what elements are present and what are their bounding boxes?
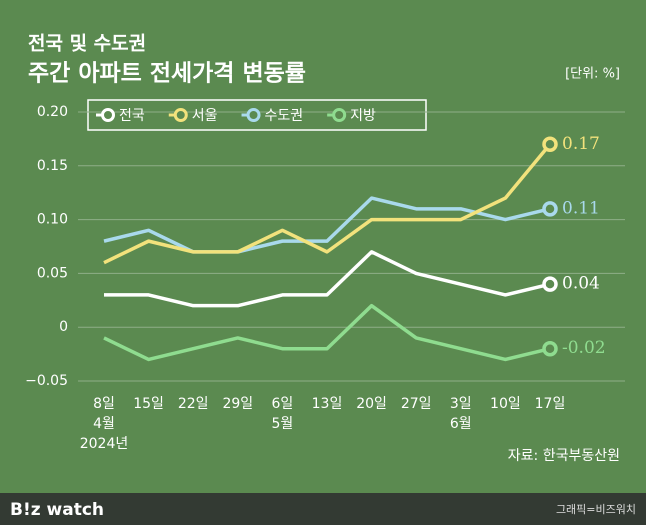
legend-marker <box>173 108 188 122</box>
y-tick-label: 0 <box>59 319 68 335</box>
y-tick-label: 0.20 <box>37 104 68 120</box>
x-tick-label: 15일 <box>133 396 164 412</box>
x-tick-label: 20일 <box>356 396 387 412</box>
x-tick-label: 5월 <box>272 416 294 432</box>
source: 자료: 한국부동산원 <box>508 448 620 464</box>
y-tick-label: 0.10 <box>37 212 68 228</box>
legend-label: 수도권 <box>265 108 304 124</box>
value-label: 0.17 <box>562 134 600 154</box>
x-tick-label: 17일 <box>535 396 566 412</box>
credit: 그래픽=비즈워치 <box>556 503 636 516</box>
legend-marker <box>246 108 261 122</box>
legend-box <box>87 99 427 131</box>
x-tick-label: 10일 <box>490 396 521 412</box>
x-tick-label: 22일 <box>178 396 209 412</box>
end-marker <box>542 276 558 292</box>
legend-marker <box>332 108 347 122</box>
value-label: -0.02 <box>562 338 606 358</box>
end-marker <box>542 340 558 357</box>
value-label: 0.11 <box>562 198 600 218</box>
series-line <box>103 303 551 362</box>
title-line2: 주간 아파트 전세가격 변동률 <box>28 61 306 87</box>
title-line1: 전국 및 수도권 <box>28 33 146 55</box>
x-tick-label: 27일 <box>401 396 432 412</box>
y-tick-label: 0.05 <box>37 265 68 281</box>
x-tick-label: 13일 <box>312 396 343 412</box>
x-tick-label: 29일 <box>222 396 253 412</box>
unit: [단위: %] <box>565 67 620 82</box>
value-label: 0.04 <box>562 274 600 294</box>
series-line <box>104 250 551 308</box>
x-tick-label: 6월 <box>450 416 472 432</box>
legend-label: 전국 <box>119 108 145 124</box>
legend-marker <box>101 108 115 122</box>
end-marker <box>542 201 558 217</box>
x-tick-label: 2024년 <box>80 436 129 452</box>
footer-band <box>0 493 646 525</box>
end-marker <box>542 136 558 153</box>
x-tick-label: 4월 <box>93 416 115 432</box>
x-tick-label: 6일 <box>272 396 294 412</box>
y-tick-label: −0.05 <box>25 373 68 389</box>
y-tick-label: 0.15 <box>37 158 68 174</box>
logo: B!z watch <box>10 500 104 520</box>
x-tick-label: 8일 <box>93 396 115 412</box>
series-line <box>103 143 552 265</box>
x-tick-label: 3일 <box>450 396 472 412</box>
legend-label: 지방 <box>350 108 376 124</box>
legend-label: 서울 <box>192 108 218 124</box>
